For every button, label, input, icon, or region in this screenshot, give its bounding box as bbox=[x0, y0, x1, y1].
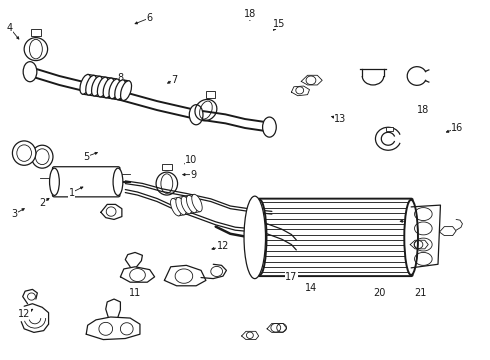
Text: 13: 13 bbox=[334, 114, 346, 124]
Text: 14: 14 bbox=[305, 283, 317, 293]
Text: 7: 7 bbox=[171, 75, 177, 85]
Bar bbox=[386, 127, 392, 131]
Text: 19: 19 bbox=[408, 216, 420, 226]
Text: 6: 6 bbox=[147, 13, 153, 23]
Ellipse shape bbox=[181, 197, 192, 214]
Ellipse shape bbox=[176, 197, 186, 215]
FancyBboxPatch shape bbox=[258, 199, 413, 276]
Text: 5: 5 bbox=[83, 152, 89, 162]
Text: 18: 18 bbox=[244, 9, 256, 19]
Ellipse shape bbox=[49, 168, 59, 195]
Ellipse shape bbox=[187, 195, 197, 213]
Text: 12: 12 bbox=[217, 241, 229, 251]
Text: 4: 4 bbox=[6, 23, 13, 33]
Ellipse shape bbox=[109, 79, 120, 99]
Text: 20: 20 bbox=[373, 288, 386, 298]
Ellipse shape bbox=[171, 198, 181, 216]
Ellipse shape bbox=[92, 76, 102, 96]
FancyBboxPatch shape bbox=[52, 167, 120, 197]
Ellipse shape bbox=[80, 75, 91, 94]
Text: 21: 21 bbox=[415, 288, 427, 298]
Text: 8: 8 bbox=[117, 73, 123, 83]
Ellipse shape bbox=[113, 168, 123, 195]
Text: 11: 11 bbox=[129, 288, 141, 298]
Ellipse shape bbox=[86, 75, 97, 95]
FancyBboxPatch shape bbox=[31, 30, 41, 36]
Ellipse shape bbox=[98, 77, 108, 97]
Ellipse shape bbox=[263, 117, 276, 137]
Ellipse shape bbox=[103, 78, 114, 98]
Text: 18: 18 bbox=[417, 105, 429, 115]
Text: 3: 3 bbox=[11, 209, 18, 219]
Ellipse shape bbox=[121, 81, 131, 100]
Text: 1: 1 bbox=[69, 188, 74, 198]
Ellipse shape bbox=[12, 141, 36, 165]
FancyBboxPatch shape bbox=[162, 164, 172, 170]
Ellipse shape bbox=[404, 200, 418, 275]
Ellipse shape bbox=[244, 196, 266, 279]
Text: 2: 2 bbox=[39, 198, 46, 208]
Text: 16: 16 bbox=[451, 123, 464, 133]
Text: 9: 9 bbox=[191, 170, 197, 180]
Text: 17: 17 bbox=[285, 272, 297, 282]
Ellipse shape bbox=[192, 194, 202, 212]
Ellipse shape bbox=[115, 80, 126, 100]
Text: 15: 15 bbox=[273, 19, 285, 29]
Ellipse shape bbox=[189, 105, 203, 125]
Ellipse shape bbox=[31, 145, 53, 168]
Ellipse shape bbox=[253, 200, 267, 275]
Ellipse shape bbox=[23, 62, 37, 82]
Text: 12: 12 bbox=[18, 310, 30, 319]
FancyBboxPatch shape bbox=[206, 91, 216, 98]
Text: 10: 10 bbox=[185, 155, 197, 165]
